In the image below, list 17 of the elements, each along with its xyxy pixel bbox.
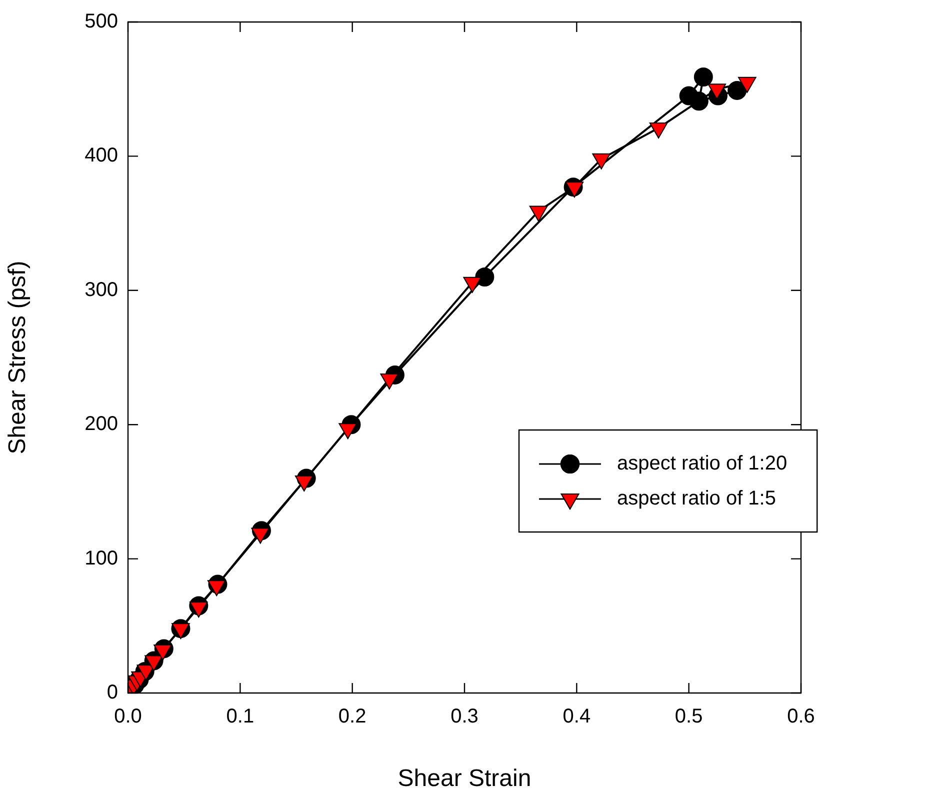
y-tick-label: 300 bbox=[84, 278, 118, 301]
legend-label: aspect ratio of 1:20 bbox=[617, 452, 788, 475]
x-tick-label: 0.3 bbox=[450, 706, 478, 728]
x-tick-label: 0.4 bbox=[562, 706, 591, 728]
y-tick-label: 400 bbox=[84, 144, 118, 167]
x-tick-label: 0.2 bbox=[338, 706, 366, 728]
y-tick-label: 100 bbox=[84, 547, 118, 570]
legend-label: aspect ratio of 1:5 bbox=[617, 488, 776, 510]
y-tick-label: 500 bbox=[84, 10, 118, 33]
y-tick-label: 200 bbox=[84, 413, 118, 436]
y-axis-title: Shear Stress (psf) bbox=[4, 260, 32, 454]
x-tick-label: 0.5 bbox=[674, 706, 703, 728]
x-tick-label: 0.1 bbox=[226, 706, 254, 728]
x-axis-title: Shear Strain bbox=[398, 765, 532, 792]
y-tick-label: 0 bbox=[106, 682, 118, 704]
x-tick-label: 0.6 bbox=[787, 706, 815, 728]
x-tick-label: 0.0 bbox=[114, 706, 142, 728]
